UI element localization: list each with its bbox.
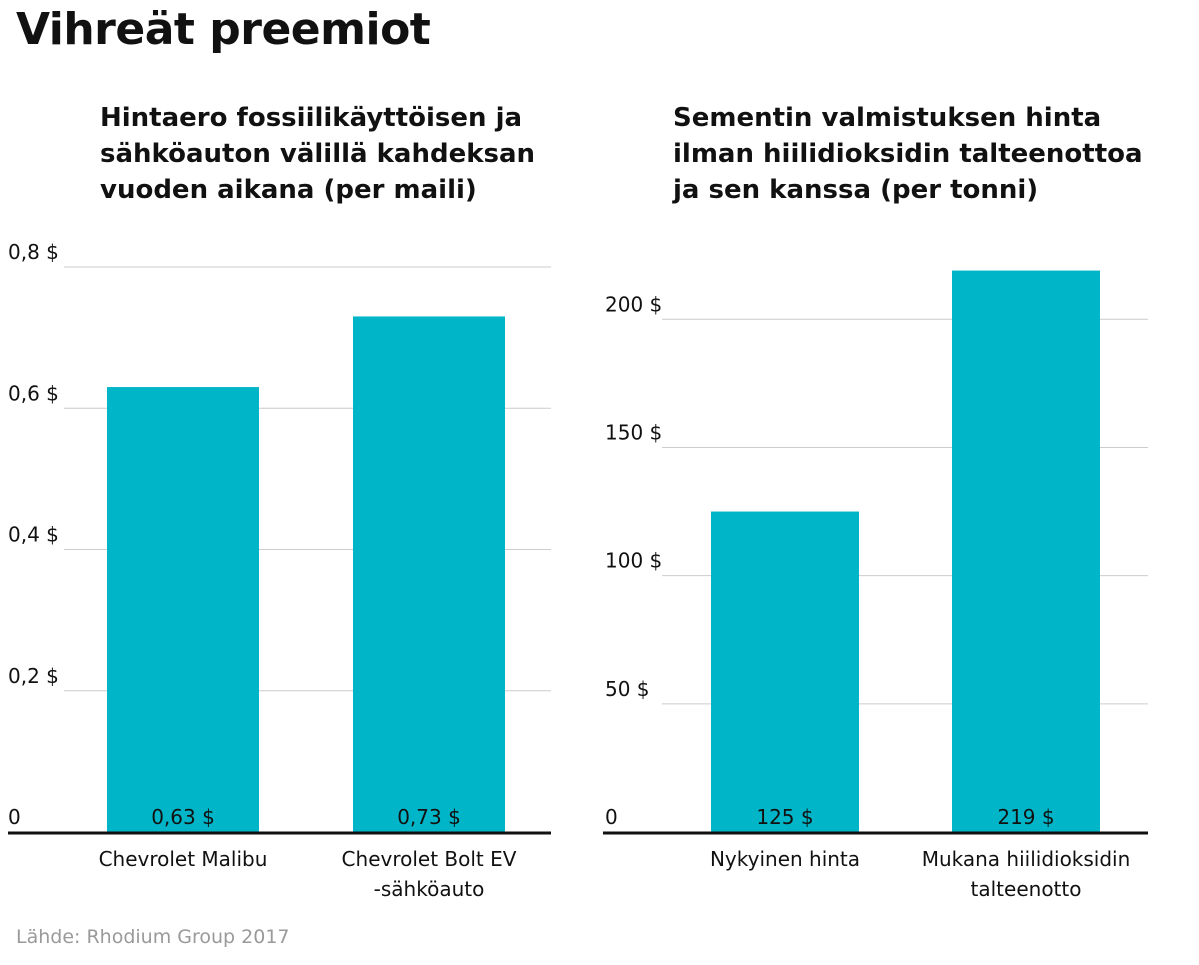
y-tick-label: 100 $ [605,549,662,573]
bar [107,387,259,832]
x-category-label: Mukana hiilidioksidin [922,847,1131,871]
x-category-label: Chevrolet Malibu [99,847,268,871]
y-tick-label: 200 $ [605,292,662,316]
y-tick-label: 50 $ [605,677,650,701]
bar [353,316,505,832]
bar [711,511,859,832]
y-tick-label: 150 $ [605,420,662,444]
y-tick-label: 0 [605,805,618,829]
y-tick-label: 0,8 $ [8,240,59,264]
x-category-label: Nykyinen hinta [710,847,860,871]
bar-value-label: 0,63 $ [151,805,215,829]
chart-title-car: Hintaero fossiilikäyttöisen ja sähköauto… [100,103,536,205]
bar-value-label: 125 $ [756,805,813,829]
bar [952,270,1100,833]
y-tick-label: 0 [8,805,21,829]
bar-value-label: 219 $ [997,805,1054,829]
y-tick-label: 0,2 $ [8,664,59,688]
y-tick-label: 0,6 $ [8,381,59,405]
source-note: Lähde: Rhodium Group 2017 [16,926,290,948]
page-title: Vihreät preemiot [16,4,431,55]
x-category-label: talteenotto [971,877,1082,901]
y-tick-label: 0,4 $ [8,523,59,547]
bar-value-label: 0,73 $ [397,805,461,829]
chart-title-cement: Sementin valmistuksen hinta ilman hiilid… [673,103,1143,205]
x-category-label: -sähköauto [374,877,485,901]
x-category-label: Chevrolet Bolt EV [342,847,517,871]
